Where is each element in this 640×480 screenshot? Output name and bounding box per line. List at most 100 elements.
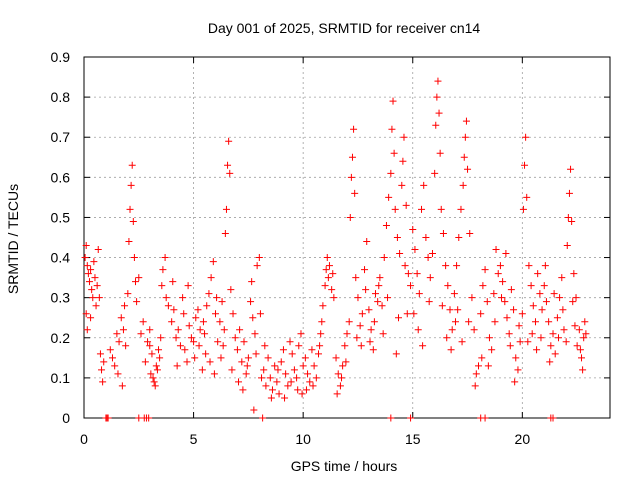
data-point <box>524 338 532 346</box>
data-point <box>137 330 145 338</box>
data-point <box>471 382 479 390</box>
data-point <box>579 366 587 374</box>
data-point <box>233 346 241 354</box>
data-points <box>81 77 590 422</box>
chart-title: Day 001 of 2025, SRMTID for receiver cn1… <box>208 20 481 36</box>
data-point <box>180 310 188 318</box>
plot-area-border <box>83 56 611 419</box>
data-point <box>83 262 91 270</box>
data-point <box>155 346 163 354</box>
data-point <box>567 165 575 173</box>
data-point <box>141 358 149 366</box>
data-point <box>553 314 561 322</box>
data-point <box>194 306 202 314</box>
y-tick-label: 0.6 <box>51 169 71 185</box>
data-point <box>450 290 458 298</box>
data-point <box>170 306 178 314</box>
data-point <box>190 338 198 346</box>
data-point <box>400 133 408 141</box>
data-point <box>221 229 229 237</box>
data-point <box>411 246 419 254</box>
data-point <box>391 205 399 213</box>
data-point <box>536 290 544 298</box>
data-point <box>459 181 467 189</box>
data-point <box>127 181 135 189</box>
data-point <box>424 254 432 262</box>
data-point <box>121 302 129 310</box>
data-point <box>89 294 97 302</box>
data-point <box>350 125 358 133</box>
grid-lines <box>84 57 610 418</box>
data-point <box>578 354 586 362</box>
data-point <box>113 330 121 338</box>
data-point <box>281 394 289 402</box>
data-point <box>388 125 396 133</box>
data-point <box>483 298 491 306</box>
data-point <box>367 326 375 334</box>
data-point <box>385 193 393 201</box>
data-point <box>129 217 137 225</box>
data-point <box>357 342 365 350</box>
data-point <box>82 242 90 250</box>
data-point <box>267 394 275 402</box>
data-point <box>147 370 155 378</box>
data-point <box>323 254 331 262</box>
data-point <box>418 205 426 213</box>
data-point <box>164 302 172 310</box>
data-point <box>252 350 260 358</box>
data-point <box>183 358 191 366</box>
data-point <box>227 286 235 294</box>
data-point <box>446 306 454 314</box>
data-point <box>531 318 539 326</box>
data-point <box>260 366 268 374</box>
data-point <box>342 358 350 366</box>
data-point <box>434 77 442 85</box>
data-point <box>185 322 193 330</box>
data-point <box>286 338 294 346</box>
data-point <box>184 282 192 290</box>
data-point <box>351 189 359 197</box>
data-point <box>191 354 199 362</box>
y-tick-label: 0.3 <box>51 290 71 306</box>
data-point <box>333 390 341 398</box>
data-point <box>404 270 412 278</box>
data-point <box>528 330 536 338</box>
data-point <box>90 258 98 266</box>
data-point <box>242 370 250 378</box>
data-point <box>122 342 130 350</box>
data-point <box>336 382 344 390</box>
data-point <box>347 173 355 181</box>
data-point <box>407 414 415 422</box>
data-point <box>442 262 450 270</box>
data-point <box>152 362 160 370</box>
data-point <box>264 354 272 362</box>
y-tick-label: 0.7 <box>51 129 71 145</box>
data-point <box>248 278 256 286</box>
data-point <box>439 229 447 237</box>
data-point <box>225 137 233 145</box>
data-point <box>478 354 486 362</box>
data-point <box>82 310 90 318</box>
data-point <box>169 278 177 286</box>
data-point <box>268 386 276 394</box>
data-point <box>328 286 336 294</box>
data-point <box>414 326 422 334</box>
data-point <box>114 370 122 378</box>
data-point <box>187 334 195 342</box>
data-point <box>146 326 154 334</box>
data-point <box>115 338 123 346</box>
data-point <box>282 370 290 378</box>
data-point <box>339 362 347 370</box>
data-point <box>419 342 427 350</box>
data-point <box>358 310 366 318</box>
data-point <box>209 258 217 266</box>
axis-ticks <box>83 56 610 419</box>
data-point <box>345 318 353 326</box>
data-point <box>451 318 459 326</box>
data-point <box>294 386 302 394</box>
y-tick-labels: 0 0.1 0.2 0.3 0.4 0.5 0.6 0.7 0.8 0.9 <box>51 49 71 426</box>
data-point <box>475 362 482 370</box>
data-point <box>290 366 298 374</box>
data-point <box>172 334 180 342</box>
data-point <box>259 414 267 422</box>
